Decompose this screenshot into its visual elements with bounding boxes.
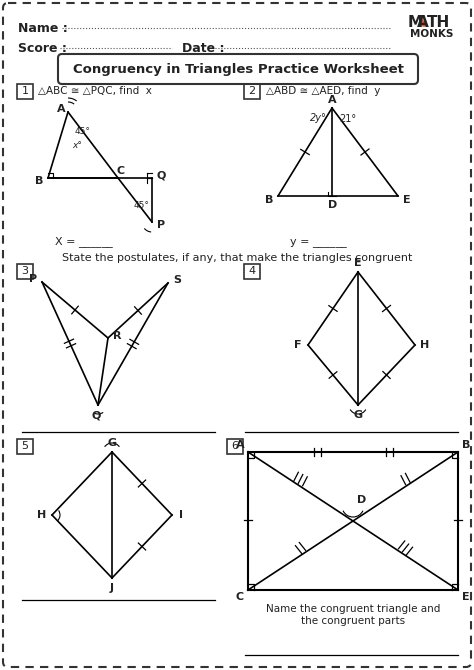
Text: Name the congruent triangle and
the congruent parts: Name the congruent triangle and the cong… xyxy=(266,604,440,626)
Text: Q: Q xyxy=(91,410,100,420)
Text: 45°: 45° xyxy=(75,127,91,136)
Text: C: C xyxy=(236,592,244,602)
Text: 21°: 21° xyxy=(339,114,356,124)
Text: △ABD ≅ △AED, find  y: △ABD ≅ △AED, find y xyxy=(266,86,380,96)
Text: 4: 4 xyxy=(248,266,255,276)
Text: G: G xyxy=(354,410,363,420)
Polygon shape xyxy=(420,16,426,26)
Text: 1: 1 xyxy=(21,86,28,96)
Text: A: A xyxy=(328,95,337,105)
Text: E: E xyxy=(462,592,470,602)
Text: A: A xyxy=(57,104,65,114)
Text: △ABC ≅ △PQC, find  x: △ABC ≅ △PQC, find x xyxy=(38,86,152,96)
Text: S: S xyxy=(173,275,181,285)
Text: 2y°: 2y° xyxy=(310,113,327,123)
Text: Date :: Date : xyxy=(182,42,225,54)
Text: E: E xyxy=(354,258,362,268)
Text: Congruency in Triangles Practice Worksheet: Congruency in Triangles Practice Workshe… xyxy=(73,62,403,76)
Text: y = ______: y = ______ xyxy=(290,237,347,247)
Text: 3: 3 xyxy=(21,266,28,276)
Text: B: B xyxy=(265,195,273,205)
Text: M: M xyxy=(408,15,423,29)
Text: 6: 6 xyxy=(231,441,238,451)
Text: H: H xyxy=(420,340,429,350)
Text: H: H xyxy=(37,510,46,520)
Text: J: J xyxy=(110,583,114,593)
Text: B: B xyxy=(35,176,43,186)
Text: State the postulates, if any, that make the triangles congruent: State the postulates, if any, that make … xyxy=(62,253,412,263)
Text: Score :: Score : xyxy=(18,42,67,54)
Text: P: P xyxy=(29,274,37,284)
Text: 2: 2 xyxy=(248,86,255,96)
Text: D: D xyxy=(357,495,366,505)
Text: X = ______: X = ______ xyxy=(55,237,113,247)
Text: D: D xyxy=(328,200,337,210)
Text: B: B xyxy=(462,440,470,450)
Text: A: A xyxy=(236,440,244,450)
Text: I: I xyxy=(179,510,183,520)
Text: Name :: Name : xyxy=(18,21,68,34)
Text: G: G xyxy=(108,438,117,448)
Text: R: R xyxy=(113,331,121,341)
Text: TH: TH xyxy=(427,15,450,29)
Text: 5: 5 xyxy=(21,441,28,451)
Text: Q: Q xyxy=(156,170,166,180)
Text: 45°: 45° xyxy=(134,201,150,210)
Text: P: P xyxy=(157,220,165,230)
Text: E: E xyxy=(403,195,411,205)
Text: MONKS: MONKS xyxy=(410,29,453,39)
Text: C: C xyxy=(117,166,125,176)
Text: x°: x° xyxy=(72,141,82,150)
Text: F: F xyxy=(294,340,302,350)
Text: A: A xyxy=(417,15,429,29)
